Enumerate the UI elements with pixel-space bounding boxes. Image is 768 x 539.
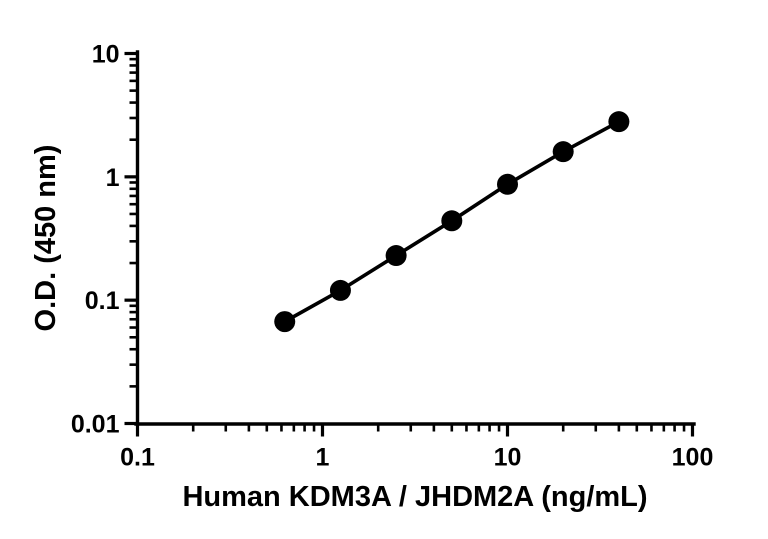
x-tick-label: 10: [494, 444, 522, 472]
x-tick-label: 1: [316, 444, 330, 472]
y-tick-label: 1: [106, 164, 120, 192]
x-axis-ticks: [135, 423, 695, 437]
y-tick-label: 0.01: [71, 411, 120, 439]
data-point-marker: [385, 245, 407, 267]
y-tick-label: 0.1: [85, 287, 120, 315]
data-point-marker: [329, 279, 351, 301]
data-point-marker: [274, 311, 296, 333]
data-point-marker: [441, 210, 463, 232]
data-point-marker: [497, 173, 518, 195]
x-axis-tick-labels: 0.1 1 10 100: [120, 444, 713, 472]
y-axis-ticks: [124, 51, 138, 426]
data-series-group: [274, 111, 630, 333]
data-point-marker: [608, 111, 630, 133]
x-tick-label: 0.1: [120, 444, 155, 472]
x-axis-title: Human KDM3A / JHDM2A (ng/mL): [182, 481, 647, 513]
y-tick-label: 10: [92, 41, 120, 69]
data-point-marker: [552, 141, 574, 163]
y-axis-tick-labels: 0.01 0.1 1 10: [71, 41, 120, 439]
y-axis-title: O.D. (450 nm): [30, 145, 62, 332]
x-tick-label: 100: [672, 444, 714, 472]
